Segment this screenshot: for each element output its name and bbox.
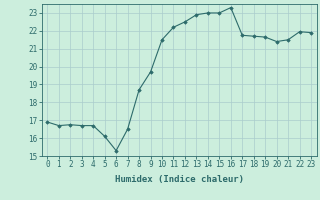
X-axis label: Humidex (Indice chaleur): Humidex (Indice chaleur)	[115, 175, 244, 184]
